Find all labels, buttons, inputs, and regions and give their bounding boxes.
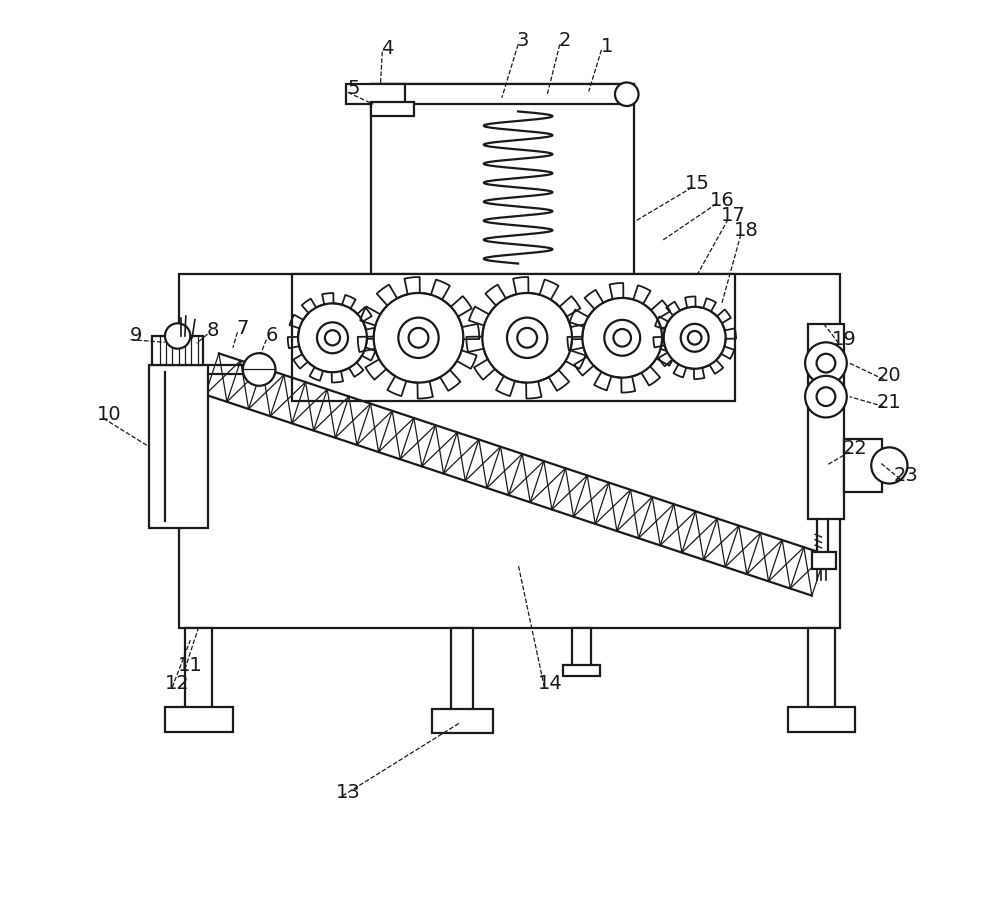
- Bar: [572, 628, 591, 666]
- Circle shape: [398, 318, 439, 358]
- Circle shape: [507, 318, 547, 358]
- Circle shape: [615, 83, 639, 106]
- Circle shape: [325, 330, 340, 345]
- Text: 13: 13: [336, 783, 360, 802]
- Bar: [165, 707, 233, 732]
- Circle shape: [817, 387, 835, 406]
- Circle shape: [688, 331, 701, 344]
- Circle shape: [517, 328, 537, 348]
- Bar: [432, 709, 493, 733]
- Bar: [371, 85, 634, 274]
- Text: 21: 21: [877, 394, 902, 413]
- Text: 6: 6: [266, 326, 278, 345]
- Circle shape: [298, 303, 367, 373]
- Text: 22: 22: [843, 439, 867, 457]
- Text: 16: 16: [709, 190, 734, 210]
- Text: 18: 18: [734, 221, 759, 241]
- Text: 19: 19: [832, 330, 856, 349]
- Bar: [451, 628, 473, 711]
- Circle shape: [681, 323, 709, 352]
- Circle shape: [805, 376, 847, 417]
- Bar: [253, 358, 265, 382]
- Text: 4: 4: [381, 38, 393, 57]
- Bar: [292, 274, 735, 401]
- Circle shape: [482, 293, 572, 383]
- Bar: [179, 274, 840, 628]
- Bar: [371, 85, 634, 104]
- Text: 12: 12: [165, 674, 190, 693]
- Circle shape: [409, 328, 428, 348]
- Bar: [808, 324, 844, 519]
- Circle shape: [805, 343, 847, 384]
- Text: 10: 10: [97, 405, 121, 425]
- Text: 11: 11: [178, 656, 203, 675]
- Circle shape: [817, 353, 835, 373]
- Circle shape: [374, 293, 463, 383]
- Text: 5: 5: [347, 79, 360, 98]
- Bar: [371, 102, 414, 116]
- Bar: [808, 628, 835, 709]
- Text: 2: 2: [559, 31, 571, 50]
- Text: 1: 1: [601, 36, 613, 56]
- Circle shape: [582, 298, 662, 378]
- Circle shape: [871, 447, 907, 484]
- Circle shape: [317, 322, 348, 353]
- Text: 9: 9: [130, 326, 142, 345]
- Bar: [788, 707, 855, 732]
- Circle shape: [243, 353, 275, 385]
- Circle shape: [613, 329, 631, 346]
- Bar: [185, 628, 212, 709]
- Circle shape: [604, 320, 640, 355]
- Bar: [152, 336, 203, 365]
- Circle shape: [165, 323, 190, 349]
- Text: 3: 3: [516, 31, 529, 50]
- Text: 17: 17: [721, 206, 746, 225]
- Bar: [844, 439, 882, 492]
- Text: 8: 8: [207, 321, 219, 340]
- Bar: [812, 552, 836, 568]
- Bar: [149, 365, 208, 528]
- Circle shape: [664, 307, 726, 369]
- Text: 15: 15: [685, 174, 710, 193]
- Text: 23: 23: [893, 466, 918, 485]
- Bar: [346, 85, 405, 104]
- Bar: [563, 665, 600, 677]
- Text: 20: 20: [877, 366, 902, 385]
- Text: 14: 14: [537, 674, 562, 693]
- Text: 7: 7: [237, 319, 249, 338]
